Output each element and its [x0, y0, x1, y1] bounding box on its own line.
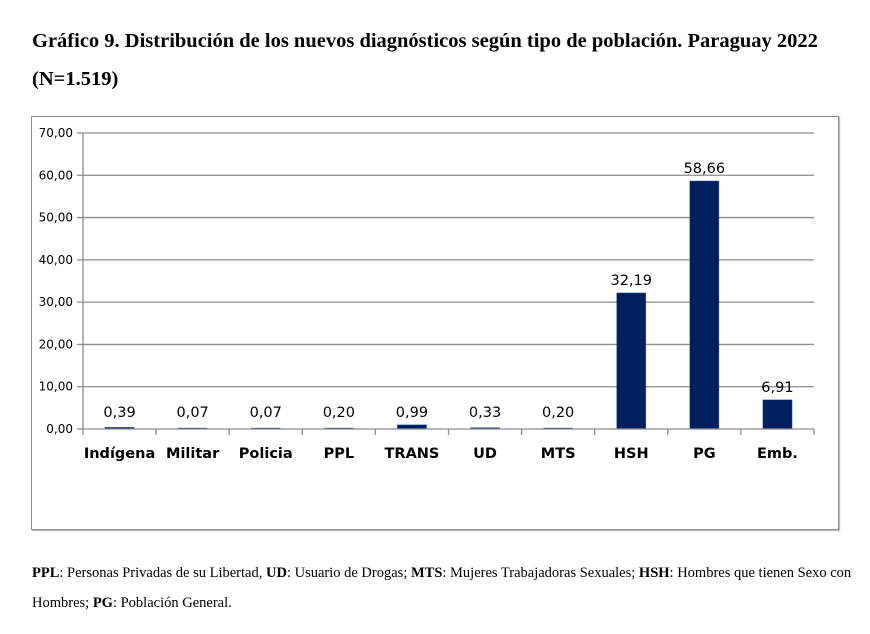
- bar-hsh: [616, 292, 647, 430]
- y-tick-label: 70,00: [39, 126, 73, 140]
- footnote-def-hsh: : Hombres que tienen Sexo con Hombres;: [32, 565, 852, 611]
- footnote-abbr-ud: UD: [265, 565, 287, 581]
- chart-title: Gráfico 9. Distribución de los nuevos di…: [32, 30, 818, 90]
- y-tick-label: 30,00: [39, 295, 73, 309]
- footnote-abbr-ppl: PPL: [32, 565, 60, 581]
- x-tick-label: Militar: [166, 446, 220, 462]
- footnote-def-mts: : Mujeres Trabajadoras Sexuales;: [442, 565, 639, 581]
- x-tick-label: Policia: [239, 446, 293, 462]
- x-tick-label: UD: [473, 446, 497, 462]
- y-tick-label: 20,00: [39, 337, 73, 351]
- data-label: 32,19: [610, 273, 652, 289]
- bar-chart: 0,0010,0020,0030,0040,0050,0060,0070,00 …: [39, 126, 815, 462]
- data-label: 0,20: [542, 405, 574, 421]
- y-tick-label: 10,00: [39, 380, 73, 394]
- footnote-abbr-pg: PG: [92, 595, 113, 611]
- footnote: PPL: Personas Privadas de su Libertad, U…: [32, 558, 852, 618]
- x-tick-label: PPL: [324, 446, 355, 462]
- x-tick-label: Emb.: [757, 446, 798, 462]
- chart-frame: 0,00 10,00 20,00 30,00 40,00 50,00 60,00 70,00 …: [31, 116, 839, 530]
- footnote-def-ud: : Usuario de Drogas;: [286, 565, 411, 581]
- data-label: 0,07: [177, 405, 209, 421]
- data-label: 0,07: [250, 405, 282, 421]
- footnote-def-ppl: : Personas Privadas de su Libertad,: [59, 565, 266, 581]
- y-tick-label: 0,00: [46, 422, 73, 436]
- data-label: 0,39: [103, 405, 135, 421]
- gridlines: [83, 132, 814, 388]
- bar-emb: [762, 399, 793, 430]
- data-labels: 0,39 0,07 0,07 0,20 0,99 0,33 0,20 32,19 58,66 6,…: [103, 161, 793, 421]
- footnote-abbr-hsh: HSH: [638, 565, 670, 581]
- data-label: 6,91: [761, 380, 793, 396]
- data-label: 0,99: [396, 405, 428, 421]
- y-tick-label: 40,00: [39, 253, 73, 267]
- x-tick-label: MTS: [541, 446, 576, 462]
- footnote-abbr-mts: MTS: [410, 565, 443, 581]
- x-axis: Indígena Militar Policia PPL TRANS UD MTS HSH PG…: [82, 428, 815, 462]
- x-tick-label: PG: [693, 446, 716, 462]
- y-axis: 0,00 10,00 20,00 30,00 40,00 50,00 60,00 70,00: [39, 126, 84, 436]
- bar-pg: [689, 180, 720, 430]
- y-tick-label: 60,00: [39, 168, 73, 182]
- x-tick-label: Indígena: [84, 446, 155, 462]
- x-tick-label: HSH: [614, 446, 649, 462]
- x-tick-label: TRANS: [385, 446, 440, 462]
- data-label: 0,33: [469, 405, 501, 421]
- bars: [104, 180, 793, 430]
- footnote-def-pg: : Población General.: [112, 595, 232, 611]
- data-label: 0,20: [323, 405, 355, 421]
- y-tick-label: 50,00: [39, 211, 73, 225]
- data-label: 58,66: [684, 161, 726, 177]
